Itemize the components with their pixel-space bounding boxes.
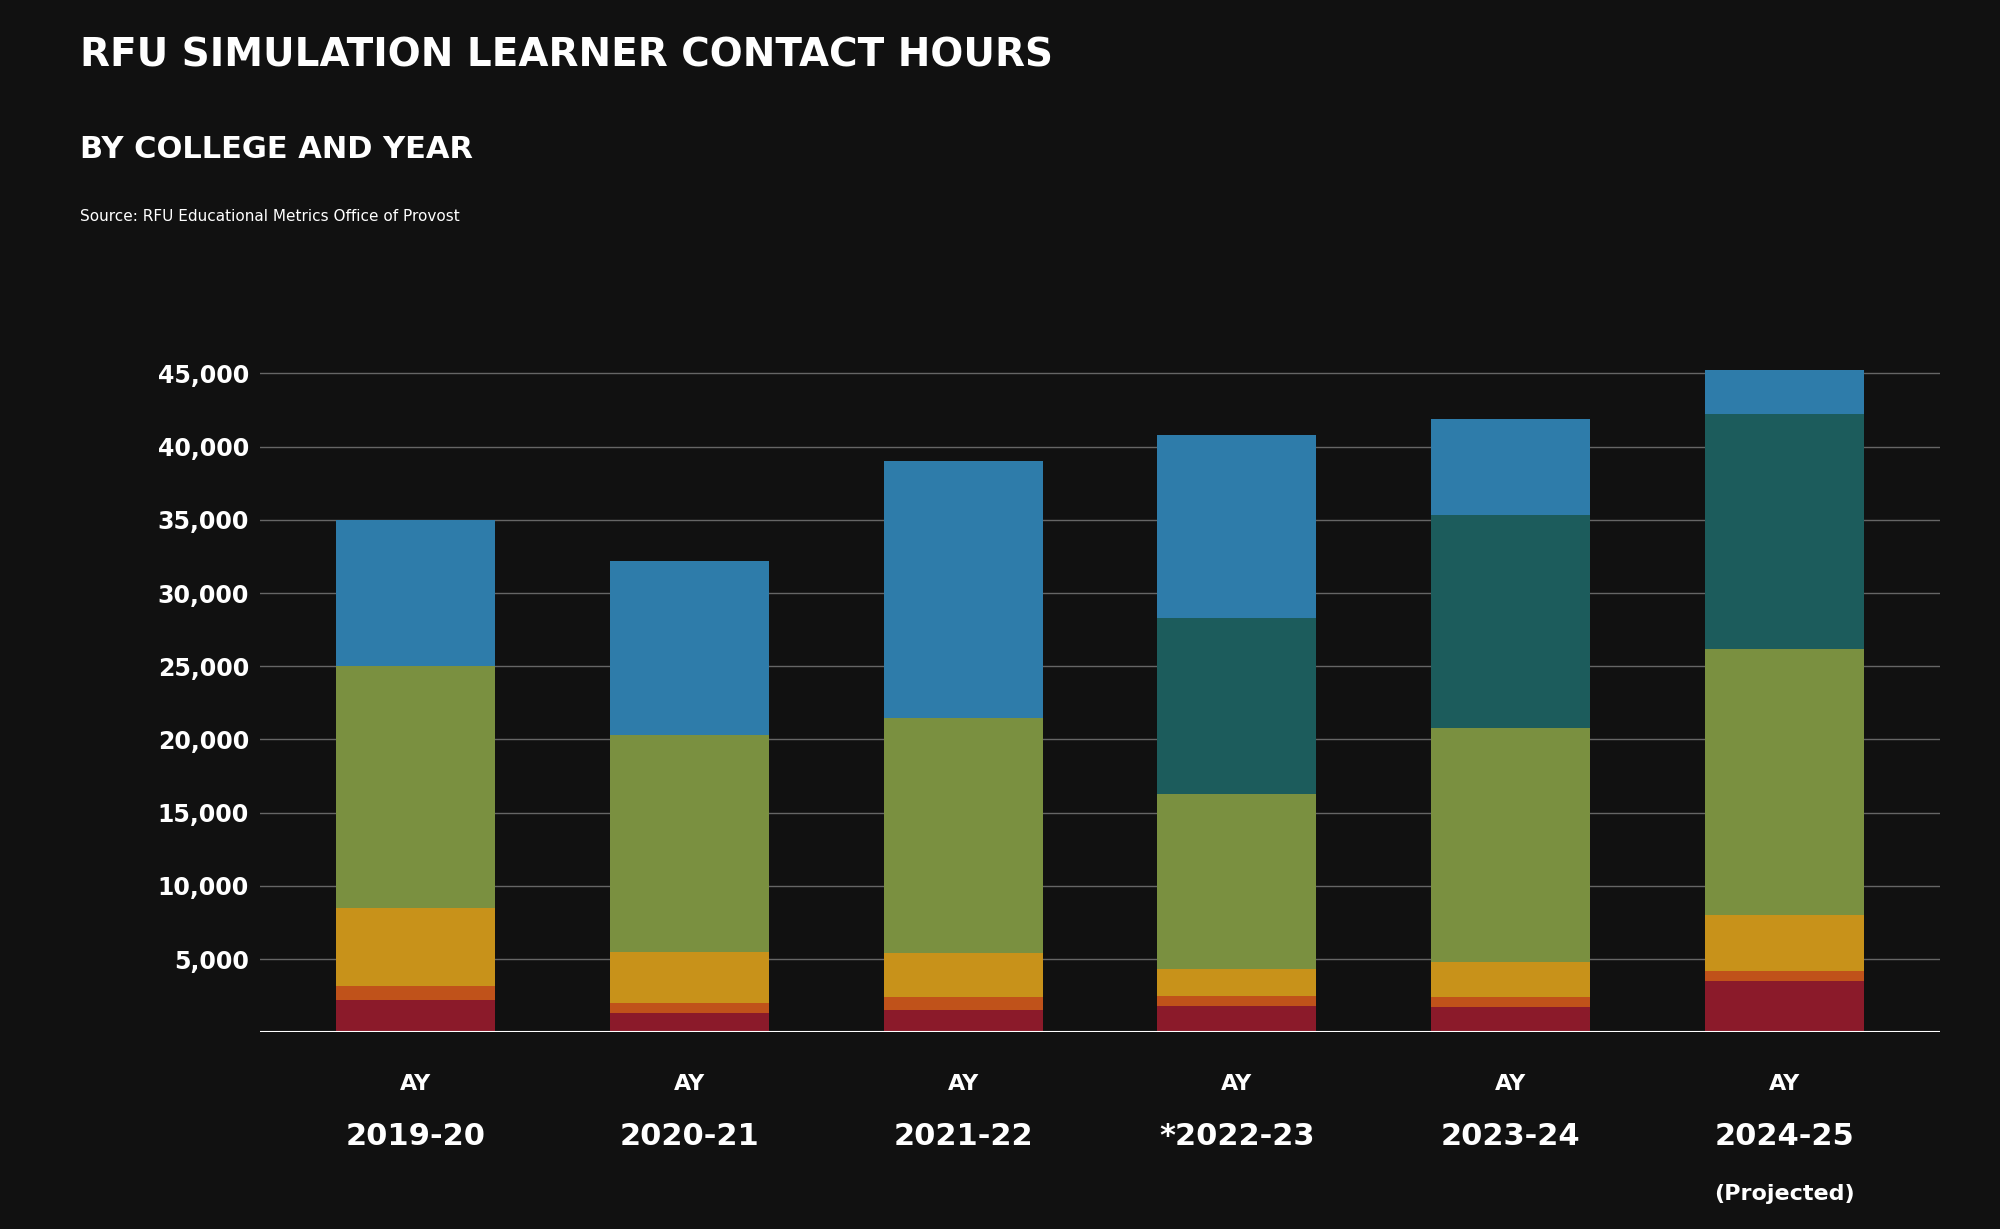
Text: 2019-20: 2019-20 xyxy=(346,1122,486,1150)
Bar xyxy=(610,951,768,1003)
Text: AY: AY xyxy=(400,1074,432,1094)
Text: RFU SIMULATION LEARNER CONTACT HOURS: RFU SIMULATION LEARNER CONTACT HOURS xyxy=(80,37,1052,75)
Bar xyxy=(1704,370,1864,414)
Bar xyxy=(336,986,496,1000)
Bar xyxy=(1158,995,1316,1007)
Bar xyxy=(336,1000,496,1032)
Bar xyxy=(610,735,768,951)
Bar xyxy=(1158,794,1316,970)
Bar xyxy=(1704,981,1864,1032)
Bar xyxy=(336,908,496,986)
Text: AY: AY xyxy=(1768,1074,1800,1094)
Text: (Projected): (Projected) xyxy=(1714,1184,1854,1203)
Bar xyxy=(1432,419,1590,515)
Bar xyxy=(1158,435,1316,618)
Bar xyxy=(610,560,768,735)
Bar xyxy=(1432,962,1590,997)
Text: AY: AY xyxy=(1222,1074,1252,1094)
Bar xyxy=(884,1010,1042,1032)
Bar xyxy=(884,997,1042,1010)
Bar xyxy=(1432,997,1590,1008)
Bar xyxy=(336,666,496,908)
Bar xyxy=(610,1003,768,1014)
Text: Source: RFU Educational Metrics Office of Provost: Source: RFU Educational Metrics Office o… xyxy=(80,209,460,224)
Text: 2024-25: 2024-25 xyxy=(1714,1122,1854,1150)
Text: AY: AY xyxy=(948,1074,978,1094)
Bar xyxy=(1704,971,1864,981)
Bar xyxy=(1432,1008,1590,1032)
Bar xyxy=(1432,728,1590,962)
Bar xyxy=(884,718,1042,954)
Text: *2022-23: *2022-23 xyxy=(1160,1122,1314,1150)
Bar xyxy=(1158,1007,1316,1032)
Bar xyxy=(1704,916,1864,971)
Bar xyxy=(1432,515,1590,728)
Bar xyxy=(1158,618,1316,794)
Bar xyxy=(610,1014,768,1032)
Bar xyxy=(336,520,496,666)
Text: BY COLLEGE AND YEAR: BY COLLEGE AND YEAR xyxy=(80,135,474,165)
Bar xyxy=(884,954,1042,997)
Text: 2020-21: 2020-21 xyxy=(620,1122,760,1150)
Text: 2021-22: 2021-22 xyxy=(894,1122,1032,1150)
Bar xyxy=(1704,414,1864,649)
Bar xyxy=(1704,649,1864,916)
Text: AY: AY xyxy=(674,1074,706,1094)
Bar xyxy=(1158,970,1316,995)
Text: 2023-24: 2023-24 xyxy=(1440,1122,1580,1150)
Text: AY: AY xyxy=(1494,1074,1526,1094)
Bar xyxy=(884,461,1042,718)
